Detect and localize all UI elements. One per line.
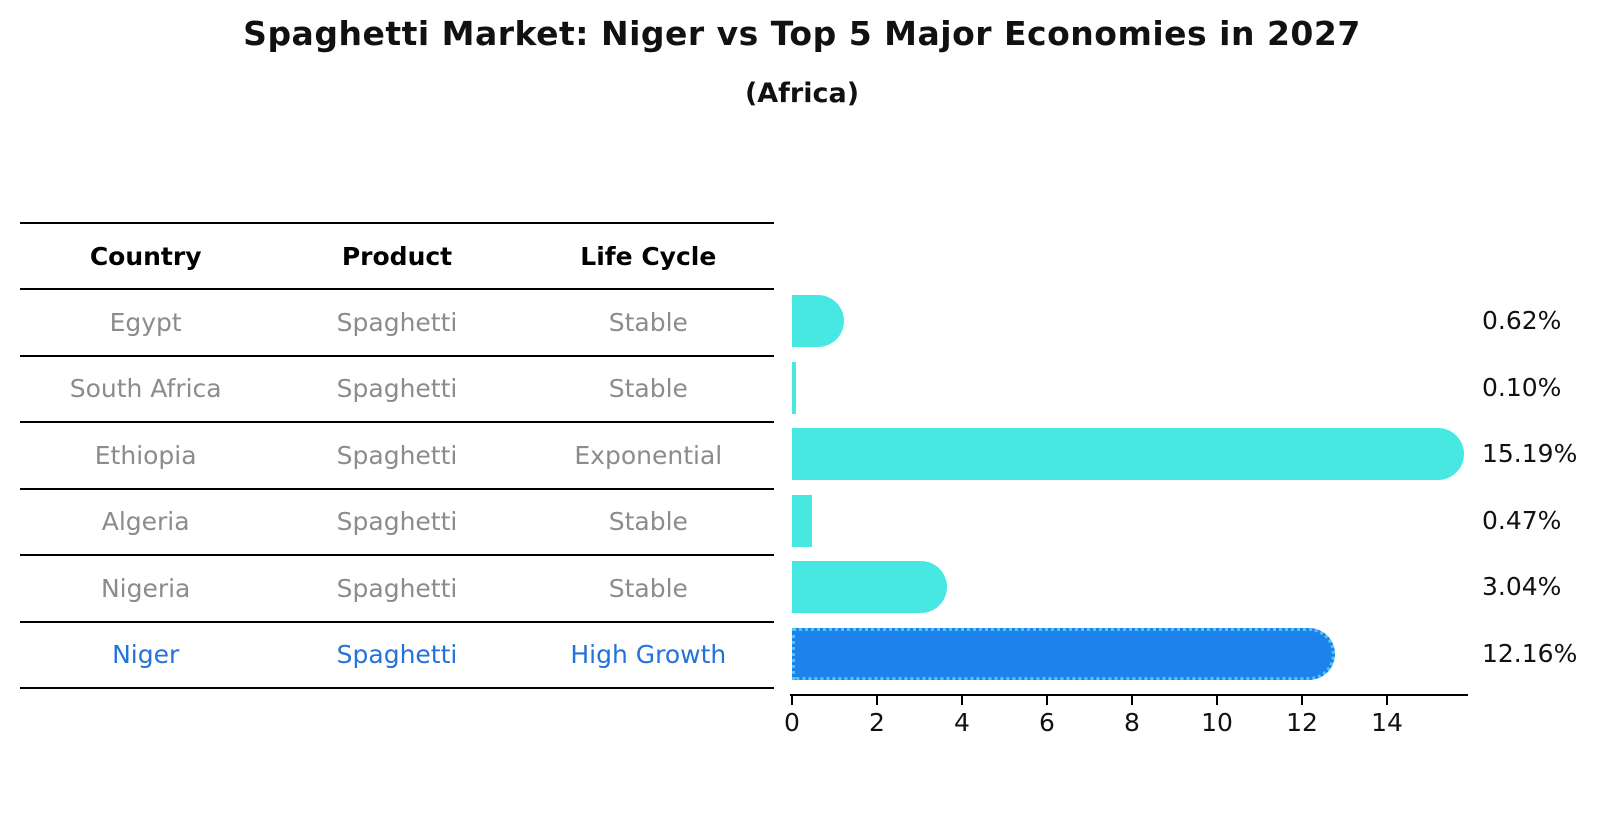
bar-value-label: 0.62%: [1482, 306, 1562, 336]
cell-country: Nigeria: [100, 573, 191, 603]
cell-life_cycle: Exponential: [574, 440, 723, 470]
x-axis-tick-label: 2: [869, 708, 885, 737]
cell-product: Spaghetti: [336, 507, 458, 537]
x-axis-tick: [1216, 696, 1218, 705]
x-axis-line: [790, 694, 1468, 696]
x-axis-tick: [1386, 696, 1388, 705]
country-table: Country Product Life Cycle Egypt Spaghetti St…: [20, 222, 774, 689]
x-axis-tick-label: 14: [1371, 708, 1403, 737]
bar-ethiopia: [792, 428, 1464, 481]
cell-country: Algeria: [101, 507, 190, 537]
bar-value-label: 15.19%: [1482, 439, 1578, 469]
bar-egypt: [792, 295, 845, 348]
bar-nigeria: [792, 561, 948, 614]
cell-product: Spaghetti: [336, 374, 458, 404]
cell-life_cycle: Stable: [608, 374, 688, 404]
bar-value-label: 0.10%: [1482, 372, 1562, 402]
cell-life_cycle: Stable: [608, 307, 688, 337]
table-row-niger: Niger Spaghetti High Growth: [20, 623, 774, 689]
table-row-south-africa: South Africa Spaghetti Stable: [20, 357, 774, 423]
x-axis-tick: [1046, 696, 1048, 705]
bar-algeria: [792, 494, 812, 547]
cell-country: South Africa: [69, 374, 222, 404]
chart-title: Spaghetti Market: Niger vs Top 5 Major E…: [243, 14, 1361, 53]
x-axis-tick-label: 0: [784, 708, 800, 737]
table-row-algeria: Algeria Spaghetti Stable: [20, 490, 774, 556]
bar-niger: [792, 627, 1335, 680]
cell-product: Spaghetti: [336, 440, 458, 470]
column-header-country: Country: [89, 241, 202, 271]
x-axis-tick: [791, 696, 793, 705]
cell-country: Ethiopia: [94, 440, 197, 470]
cell-country: Niger: [112, 640, 180, 670]
cell-life_cycle: High Growth: [570, 640, 727, 670]
table-row-ethiopia: Ethiopia Spaghetti Exponential: [20, 423, 774, 490]
cell-product: Spaghetti: [336, 573, 458, 603]
x-axis-tick-label: 4: [954, 708, 970, 737]
bar-value-label: 0.47%: [1482, 505, 1562, 535]
cell-product: Spaghetti: [336, 640, 458, 670]
x-axis-tick-label: 6: [1039, 708, 1055, 737]
x-axis-tick-label: 8: [1124, 708, 1140, 737]
table-header-row: Country Product Life Cycle: [20, 224, 774, 290]
column-header-life_cycle: Life Cycle: [580, 241, 717, 271]
x-axis-tick: [961, 696, 963, 705]
table-row-egypt: Egypt Spaghetti Stable: [20, 290, 774, 357]
cell-product: Spaghetti: [336, 307, 458, 337]
table-row-nigeria: Nigeria Spaghetti Stable: [20, 556, 774, 623]
bar-value-label: 3.04%: [1482, 572, 1562, 602]
x-axis-tick-label: 12: [1286, 708, 1318, 737]
column-header-product: Product: [341, 241, 453, 271]
cell-country: Egypt: [109, 307, 182, 337]
bar-south-africa: [792, 361, 797, 414]
chart-subtitle: (Africa): [744, 78, 860, 109]
cell-life_cycle: Stable: [608, 507, 688, 537]
x-axis-tick: [1301, 696, 1303, 705]
x-axis-tick: [876, 696, 878, 705]
x-axis-tick-label: 10: [1201, 708, 1233, 737]
x-axis-tick: [1131, 696, 1133, 705]
bar-value-label: 12.16%: [1482, 638, 1578, 668]
cell-life_cycle: Stable: [608, 573, 688, 603]
